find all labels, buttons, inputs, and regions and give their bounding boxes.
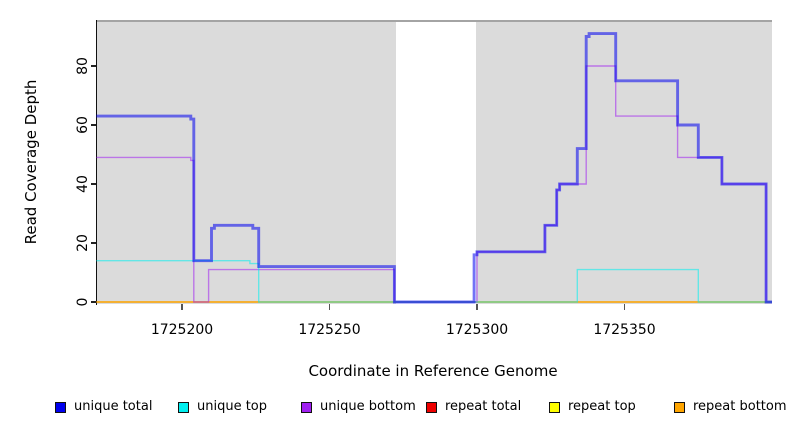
legend-swatch-repeat-top [549,401,560,413]
legend-label: unique top [197,399,268,414]
legend-label: unique total [74,399,153,414]
legend-swatch-unique-bottom [301,401,312,413]
plot-panel-left [97,20,396,304]
series-line-unique-total [96,32,772,304]
y-axis-tick [91,65,96,67]
legend-swatch-unique-total [55,401,66,413]
legend-item-unique-top: unique top [178,399,267,415]
legend-item-repeat-top: repeat top [549,399,636,415]
legend-swatch-repeat-total [426,401,437,413]
y-axis-tick [91,124,96,126]
legend-label: repeat total [445,399,522,414]
series-line-unique-bottom [96,65,772,303]
legend-item-unique-total: unique total [55,399,152,415]
legend-label: unique bottom [320,399,416,414]
xtick-label-0: 1725200 [150,322,214,338]
x-axis-tick [181,304,183,310]
legend-label: repeat top [568,399,636,414]
y-axis-tick [91,242,96,244]
legend-label: repeat bottom [693,399,787,414]
legend-swatch-unique-top [178,401,189,413]
legend-item-unique-bottom: unique bottom [301,399,416,415]
legend-item-repeat-total: repeat total [426,399,521,415]
xtick-label-1: 1725250 [298,322,361,338]
x-axis-title: Coordinate in Reference Genome [308,362,558,380]
series-line-unique-top [96,260,772,303]
xtick-label-3: 1725350 [593,322,656,338]
y-axis-title: Read Coverage Depth [22,79,40,245]
x-axis-tick [476,304,478,310]
x-axis-tick [623,304,626,310]
y-axis-line [95,20,97,305]
xtick-label-2: 1725300 [445,322,509,338]
y-axis-tick [91,301,96,303]
legend-item-repeat-bottom: repeat bottom [674,399,787,415]
plot-top-border [97,20,772,22]
x-axis-tick [328,304,331,310]
y-axis-tick [91,183,96,185]
legend-swatch-repeat-bottom [674,401,685,413]
